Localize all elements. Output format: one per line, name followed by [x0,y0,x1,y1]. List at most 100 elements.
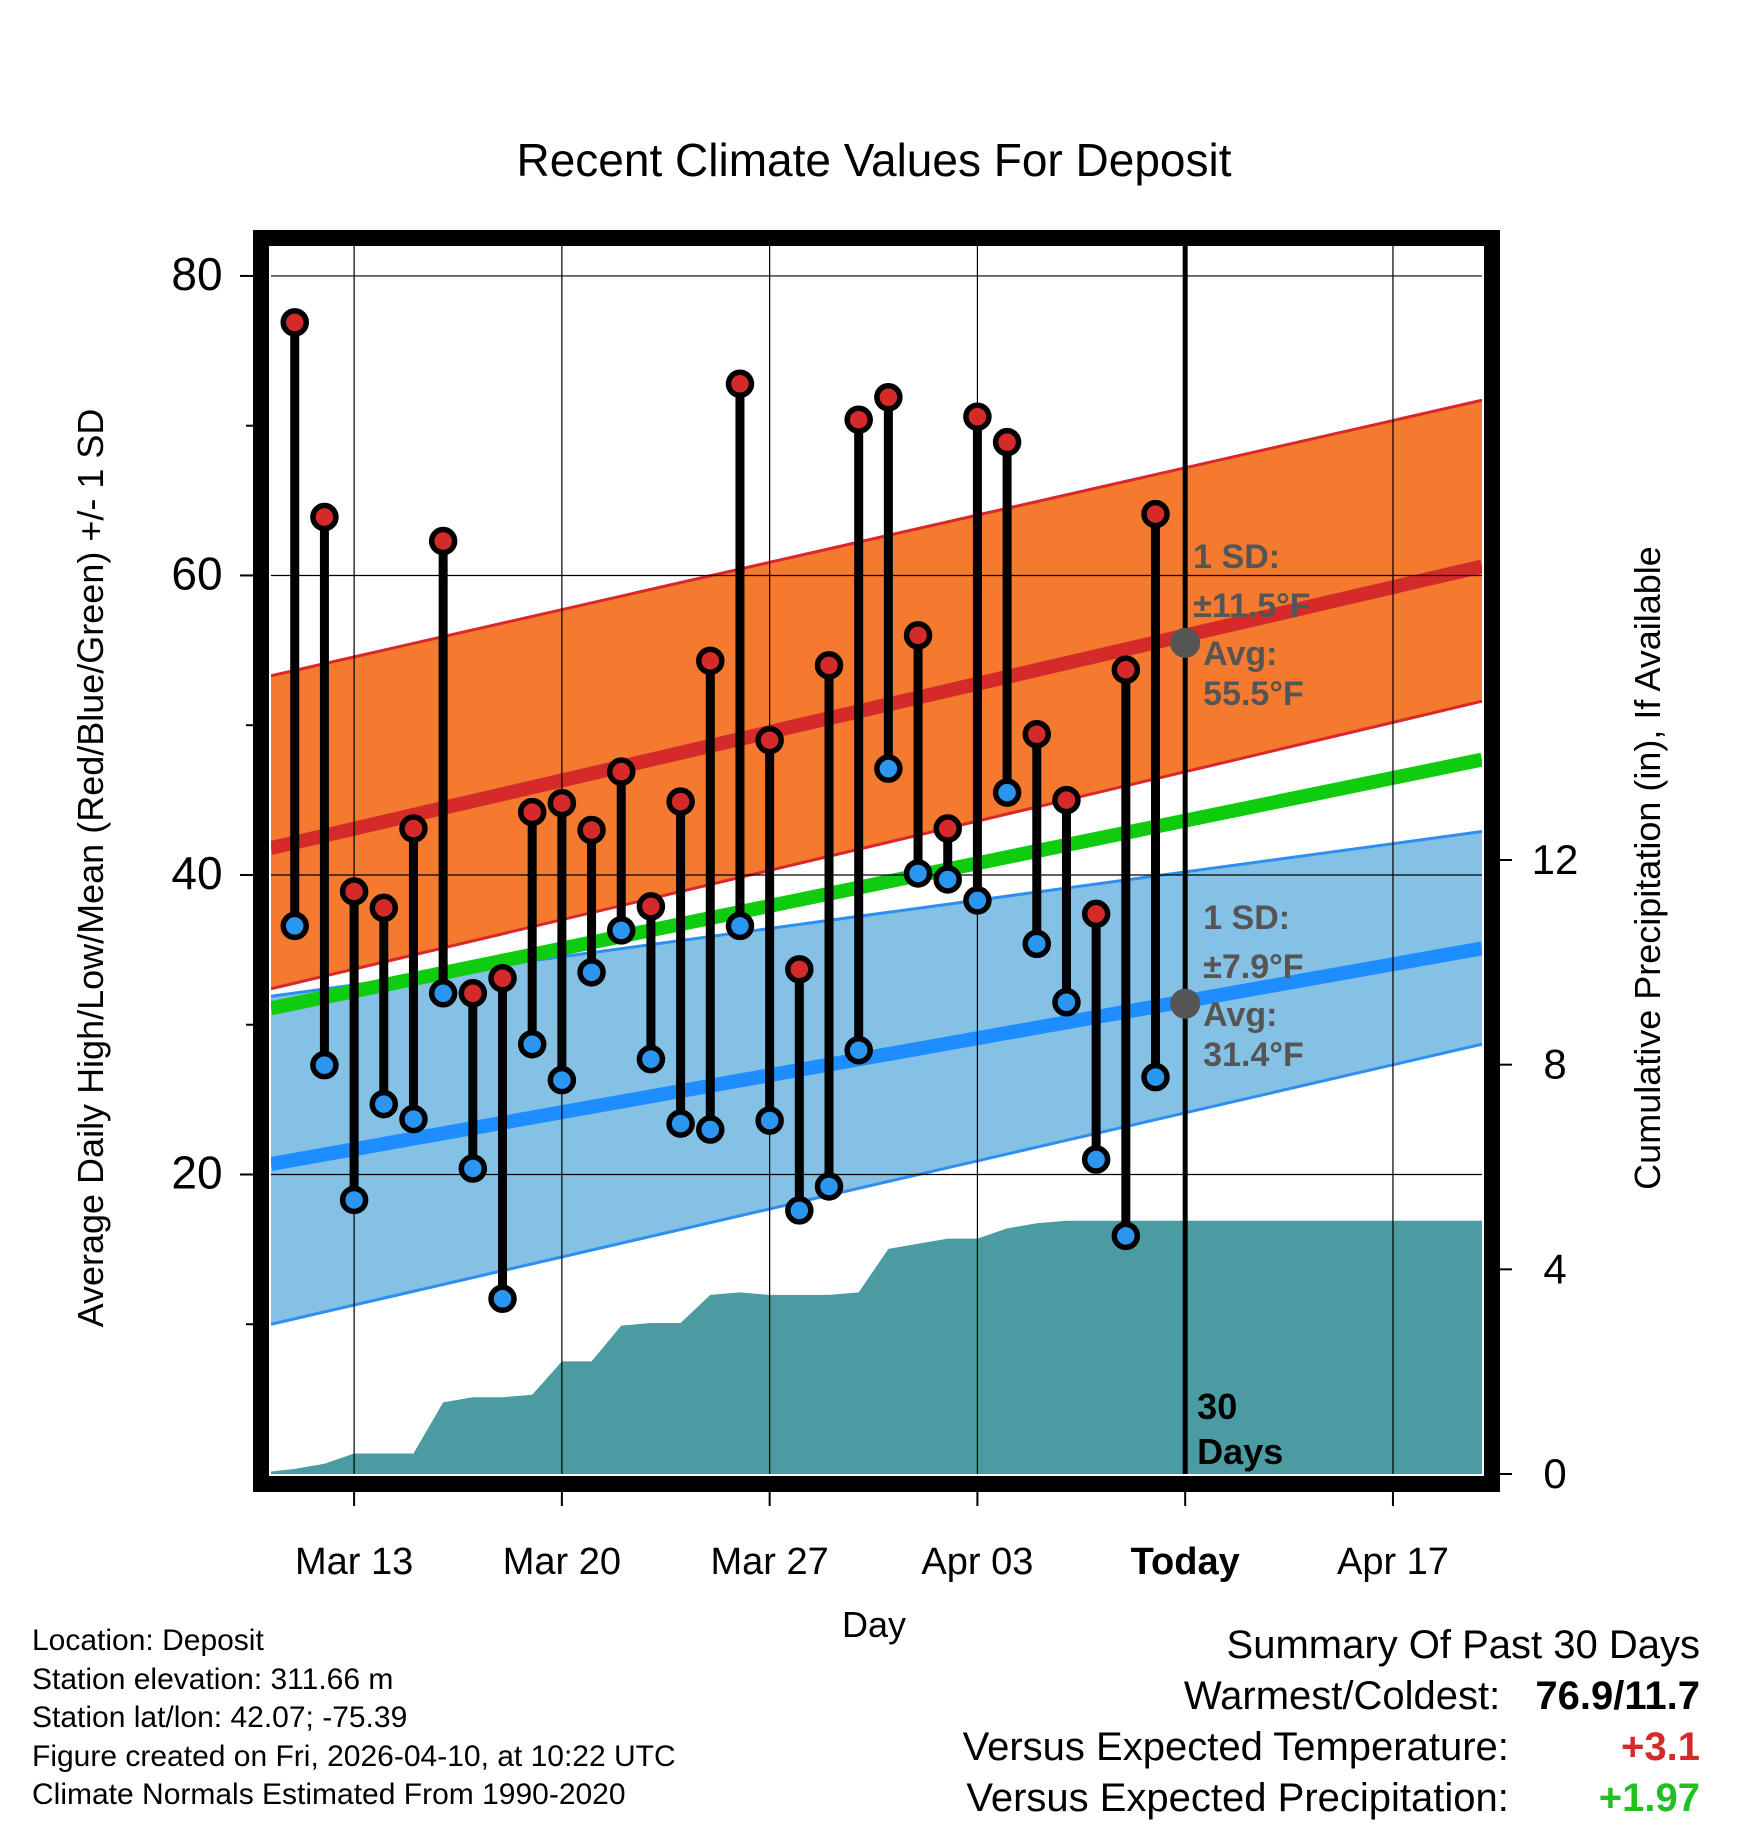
daily-high-point [992,427,1022,457]
high-avg-value: 55.5°F [1203,675,1304,713]
precip-area [271,1220,1482,1474]
warmest-value: 76.9/11.7 [1535,1674,1700,1718]
low-avg-marker [1170,988,1201,1019]
daily-high-point [874,383,903,412]
daily-high-point [428,526,458,556]
daily-low-point [310,1050,339,1080]
daily-low-point [517,1029,547,1059]
daily-low-point [606,916,636,945]
daily-low-point [280,911,309,941]
summary-heading: Summary Of Past 30 Days [1226,1623,1700,1667]
daily-high-point [369,893,399,923]
daily-high-point [903,621,933,650]
summary-warmest-row: Warmest/Coldest: 76.9/11.7 [963,1671,1700,1722]
daily-high-point [963,402,992,431]
daily-low-point [428,979,458,1008]
daily-high-point [339,877,369,906]
daily-high-point [785,955,814,984]
daily-low-point [1111,1221,1141,1251]
daily-high-point [636,892,666,921]
x-tick-label: Apr 17 [1337,1541,1449,1583]
daily-low-point [992,778,1022,807]
daily-low-point [1022,929,1052,959]
location-text: Location: Deposit [32,1624,264,1657]
daily-high-point [458,979,488,1008]
y-tick-label: 40 [171,847,222,899]
created-text: Figure created on Fri, 2026-04-10, at 10… [32,1739,676,1773]
daily-high-point [280,308,309,337]
station-info: Location: Deposit Station elevation: 311… [32,1622,676,1815]
daily-high-point [1141,499,1170,529]
daily-low-point [755,1106,784,1135]
precip-label: Versus Expected Precipitation: [966,1776,1509,1820]
high-mean-line [271,559,1482,855]
precip-value: +1.97 [1598,1776,1700,1820]
daily-high-point [1111,655,1141,685]
high-sd-value: ±11.5°F [1193,587,1310,625]
daily-low-point [369,1089,399,1119]
latlon-text: Station lat/lon: 42.07; -75.39 [32,1701,408,1734]
daily-low-point [903,859,933,888]
temp-value: +3.1 [1621,1725,1700,1769]
daily-low-point [785,1196,814,1225]
today-days-text: Days [1197,1431,1283,1472]
daily-high-point [577,815,606,845]
daily-high-point [517,797,547,827]
daily-low-point [814,1172,844,1201]
daily-high-point [933,814,962,843]
daily-high-point [725,369,755,399]
temp-label: Versus Expected Temperature: [962,1725,1509,1769]
daily-high-point [310,502,339,532]
daily-low-point [577,958,606,987]
y2-tick-label: 12 [1532,836,1579,883]
chart-title: Recent Climate Values For Deposit [517,134,1232,186]
daily-high-point [844,405,873,434]
x-tick-label: Mar 27 [711,1541,829,1583]
summary-precip-row: Versus Expected Precipitation: +1.97 [963,1773,1700,1824]
x-axis-label: Day [842,1604,906,1645]
y2-tick-label: 0 [1543,1450,1566,1497]
daily-low-point [725,911,755,941]
high-avg-label: Avg: [1203,635,1277,673]
daily-low-point [1081,1145,1111,1174]
high-avg-marker [1170,627,1201,658]
normals-text: Climate Normals Estimated From 1990-2020 [32,1778,626,1811]
normal-mean-line [271,752,1482,1016]
daily-high-point [755,725,784,755]
low-avg-label: Avg: [1203,996,1277,1034]
daily-low-point [488,1284,517,1314]
daily-high-point [1081,899,1111,929]
plot-frame [253,230,1500,1492]
daily-low-point [636,1044,666,1074]
warmest-label: Warmest/Coldest: [1183,1674,1501,1718]
low-sd-value: ±7.9°F [1203,948,1303,986]
y-tick-label: 60 [171,547,222,599]
daily-low-point [547,1065,577,1095]
daily-high-point [666,787,695,816]
daily-low-point [874,754,903,783]
daily-high-point [1022,719,1052,749]
low-avg-value: 31.4°F [1203,1036,1304,1074]
daily-low-point [696,1115,725,1144]
daily-low-point [666,1109,695,1138]
daily-low-point [339,1185,369,1215]
daily-high-point [488,964,517,993]
high-sd-lower-edge [271,699,1482,991]
daily-low-point [1141,1062,1170,1092]
summary-temp-row: Versus Expected Temperature: +3.1 [963,1722,1700,1773]
low-sd-band [271,831,1482,1325]
y2-tick-label: 8 [1543,1041,1566,1088]
high-sd-upper-edge [271,398,1482,678]
daily-low-point [1052,988,1081,1017]
daily-low-point [933,865,962,894]
y-axis-label: Average Daily High/Low/Mean (Red/Blue/Gr… [70,409,111,1328]
low-sd-label: 1 SD: [1203,899,1290,937]
low-sd-lower-edge [271,1042,1482,1326]
daily-high-point [696,646,725,676]
daily-high-point [606,757,636,786]
y-tick-label: 20 [171,1146,222,1198]
daily-low-point [963,886,992,915]
